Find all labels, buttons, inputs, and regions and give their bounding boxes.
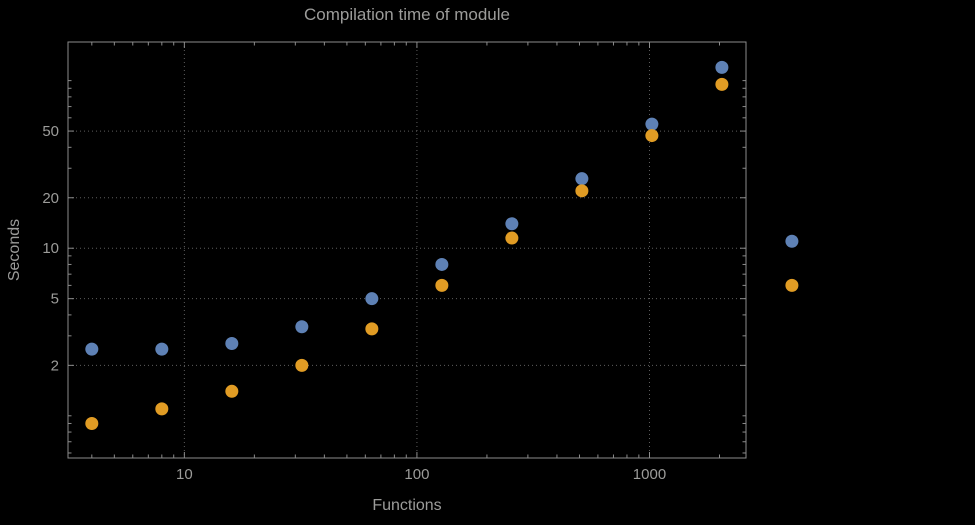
data-point-series-blue [715,60,729,74]
data-point-series-orange [575,184,589,198]
x-tick-label: 100 [404,466,429,483]
data-point-series-blue [505,217,519,231]
x-tick-label: 1000 [633,466,666,483]
data-point-series-blue [225,337,239,351]
data-point-series-blue [365,292,379,306]
data-point-series-orange [785,278,799,292]
y-axis-label: Seconds [6,218,23,282]
data-point-series-blue [295,320,309,334]
data-point-series-orange [85,416,99,430]
y-tick-label: 10 [42,240,59,257]
data-point-series-orange [715,77,729,91]
data-point-series-orange [295,358,309,372]
data-point-series-blue [85,342,99,356]
data-point-series-orange [505,231,519,245]
data-point-series-orange [645,129,659,143]
chart-title: Compilation time of module [304,5,510,24]
data-point-series-orange [225,384,239,398]
data-point-series-blue [645,117,659,131]
data-point-series-blue [435,257,449,271]
data-point-series-orange [365,322,379,336]
y-tick-label: 5 [51,291,59,308]
x-axis-label: Functions [372,497,442,514]
data-point-series-orange [435,278,449,292]
data-point-series-blue [155,342,169,356]
y-tick-label: 20 [42,190,59,207]
x-tick-label: 10 [176,466,193,483]
y-tick-label: 50 [42,123,59,140]
data-point-series-blue [575,172,589,186]
data-point-series-blue [785,234,799,248]
plot-frame [67,41,747,459]
data-point-series-orange [155,402,169,416]
y-tick-label: 2 [51,357,59,374]
